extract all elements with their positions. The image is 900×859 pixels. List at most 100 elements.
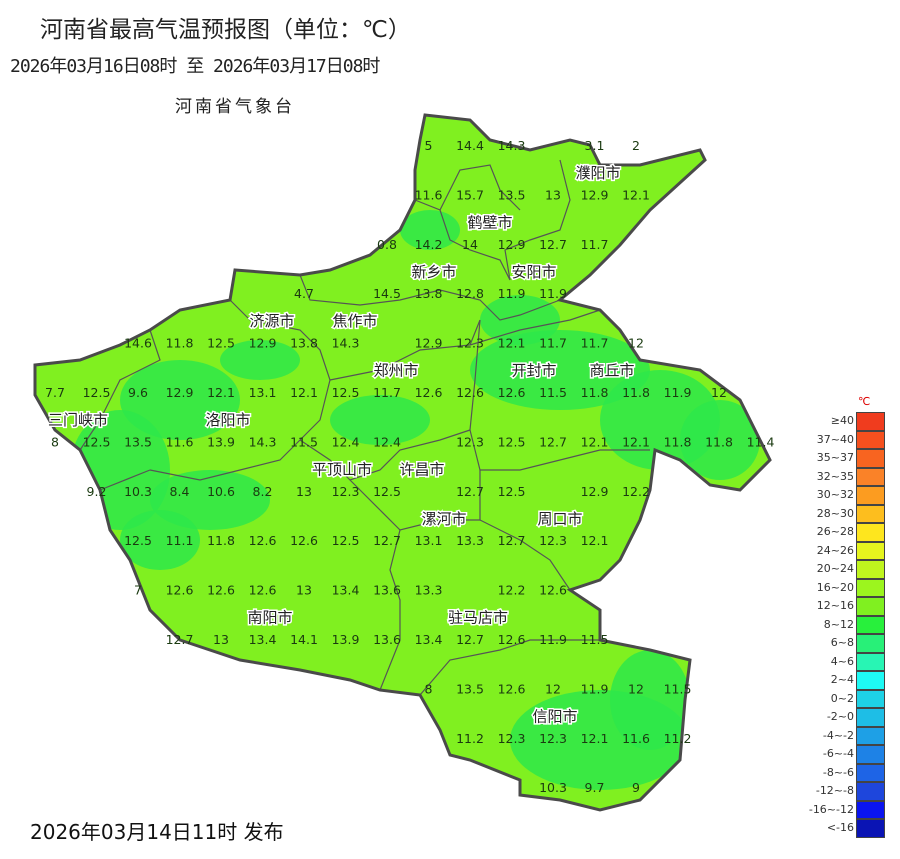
cool-patch: [120, 360, 240, 440]
station-value: 13.5: [498, 187, 526, 202]
legend-label: 26~28: [816, 525, 854, 538]
legend-item: 30~32: [810, 486, 890, 505]
station-value: 9.2: [87, 484, 107, 499]
city-label: 濮阳市: [575, 164, 620, 182]
province-area: [35, 115, 770, 810]
legend-swatch: [856, 819, 885, 838]
city-label: 济源市: [249, 312, 294, 330]
station-value: 11.2: [456, 731, 484, 746]
station-value: 11.7: [581, 336, 609, 351]
legend-item: 28~30: [810, 504, 890, 523]
legend-label: -8~-6: [822, 765, 854, 779]
station-value: 11.8: [622, 385, 650, 400]
city-label: 驻马店市: [448, 609, 508, 627]
station-value: 14.3: [332, 336, 360, 351]
station-value: 12.1: [290, 385, 318, 400]
station-value: 14: [462, 237, 478, 252]
station-value: 9.6: [128, 385, 148, 400]
legend-label: 30~32: [816, 488, 854, 501]
station-value: 8: [51, 434, 59, 449]
station-value: 14.3: [249, 434, 277, 449]
legend-item: 4~6: [810, 652, 890, 671]
cool-patch: [120, 510, 200, 570]
station-value: 12.6: [249, 583, 277, 598]
legend-item: 26~28: [810, 523, 890, 542]
station-value: 2: [632, 138, 640, 153]
legend-label: -12~-8: [815, 784, 854, 797]
station-value: 12: [628, 681, 644, 696]
station-value: 15.7: [456, 187, 484, 202]
legend-item: 16~20: [810, 578, 890, 597]
station-value: 13: [545, 187, 561, 202]
station-value: 12.5: [332, 385, 360, 400]
cool-patch: [610, 650, 690, 750]
legend-label: 32~35: [816, 469, 854, 483]
station-value: 12.3: [539, 731, 567, 746]
legend-item: <-16: [810, 819, 890, 838]
station-value: 11.9: [498, 286, 526, 301]
legend-label: ≥40: [830, 414, 854, 427]
station-value: 12: [545, 681, 561, 696]
station-value: 11.1: [166, 533, 194, 548]
station-value: 12.9: [581, 187, 609, 202]
station-value: 12.7: [539, 434, 567, 449]
cool-patch: [220, 340, 300, 380]
legend-item: 24~26: [810, 541, 890, 560]
station-value: 13.4: [249, 632, 277, 647]
legend-item: 32~35: [810, 467, 890, 486]
station-value: 13.5: [456, 681, 484, 696]
legend-item: 37~40: [810, 430, 890, 449]
station-value: 12.2: [498, 583, 526, 598]
station-value: 13.4: [415, 632, 443, 647]
legend-swatch: [856, 671, 885, 690]
station-value: 12.1: [581, 434, 609, 449]
city-label: 郑州市: [373, 362, 418, 380]
station-values: 5 14.4 14.3 3.1 2 11.6 15.7 13.5 13 12.9 12.1 0.8 14…: [45, 138, 774, 795]
station-value: 11.8: [705, 434, 733, 449]
station-value: 11.5: [581, 632, 609, 647]
legend-swatch: [856, 578, 885, 597]
legend-label: 12~16: [816, 599, 854, 612]
station-value: 11.5: [290, 434, 318, 449]
city-label: 洛阳市: [205, 411, 250, 429]
cool-patch: [330, 395, 430, 445]
legend-label: 28~30: [816, 506, 854, 520]
station-value: 13.6: [373, 583, 401, 598]
city-label: 新乡市: [411, 263, 456, 281]
legend-label: 35~37: [816, 451, 854, 464]
legend-swatch: [856, 523, 885, 542]
province-border: [33, 113, 772, 812]
legend-label: 6~8: [830, 636, 854, 649]
station-value: 12.5: [498, 434, 526, 449]
station-value: 8.4: [170, 484, 190, 499]
station-value: 12.4: [373, 434, 401, 449]
legend-item: ≥40: [810, 412, 890, 431]
legend-swatch: [856, 726, 885, 745]
station-value: 12.9: [415, 336, 443, 351]
station-value: 12.9: [498, 237, 526, 252]
legend-item: 8~12: [810, 615, 890, 634]
legend-label: 37~40: [816, 432, 854, 446]
legend-label: -2~0: [826, 710, 854, 723]
legend-swatch: [856, 541, 885, 560]
station-value: 12.1: [581, 533, 609, 548]
city-label: 商丘市: [589, 362, 634, 380]
station-value: 10.6: [207, 484, 235, 499]
station-value: 4.7: [294, 286, 314, 301]
station-value: 7: [134, 583, 142, 598]
station-value: 12.5: [498, 484, 526, 499]
station-value: 13: [213, 632, 229, 647]
legend-item: -16~-12: [809, 800, 890, 819]
legend-label: 2~4: [830, 673, 854, 686]
legend-swatch: [856, 634, 885, 653]
station-value: 12.3: [332, 484, 360, 499]
city-label: 开封市: [511, 362, 556, 380]
legend-label: <-16: [826, 821, 854, 834]
legend-label: 4~6: [830, 654, 854, 668]
station-value: 12.9: [166, 385, 194, 400]
station-value: 8: [425, 681, 433, 696]
legend-item: -8~-6: [810, 763, 890, 782]
station-value: 14.3: [498, 138, 526, 153]
station-value: 11.9: [581, 681, 609, 696]
station-value: 12.6: [456, 385, 484, 400]
